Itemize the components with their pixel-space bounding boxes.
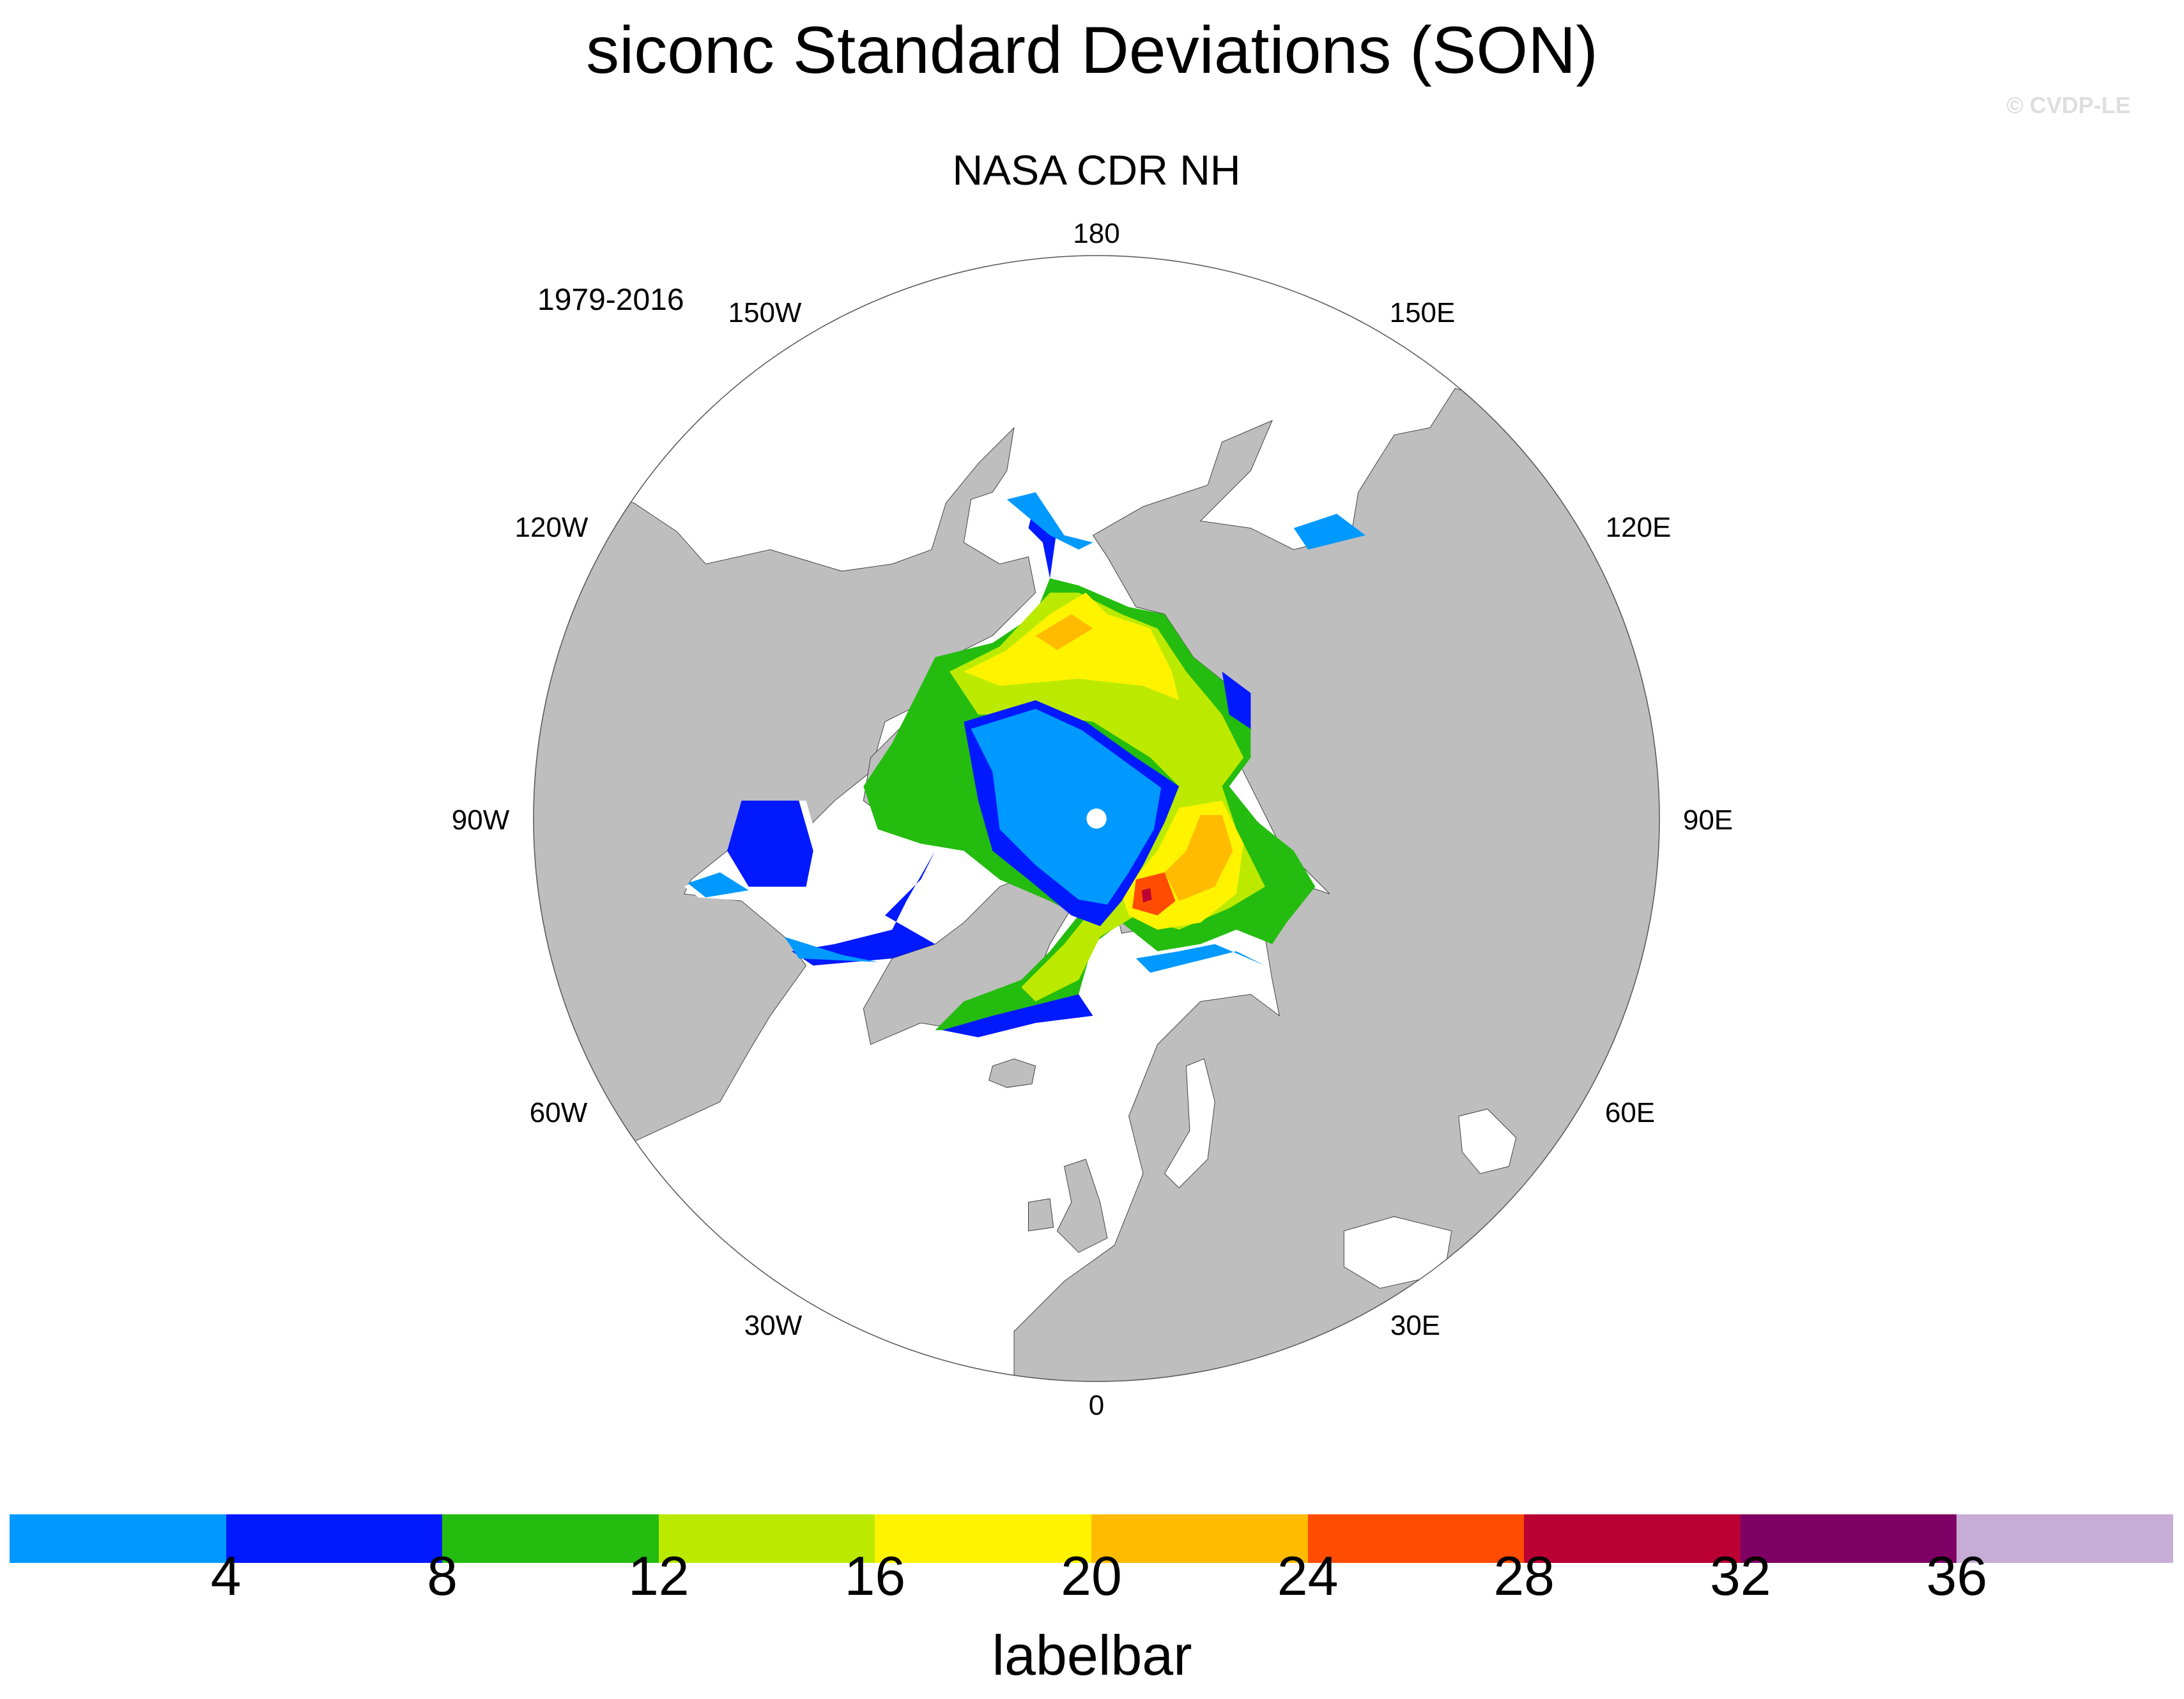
lon-label-150e: 150E xyxy=(1389,297,1456,328)
colorbar-tick-label: 28 xyxy=(1493,1546,1555,1607)
colorbar-box xyxy=(1957,1514,2174,1563)
sea-ice-field xyxy=(688,492,1365,1038)
lon-label-30e: 30E xyxy=(1390,1310,1441,1341)
colorbar-tick-label: 36 xyxy=(1926,1546,1988,1607)
colorbar-tick-label: 4 xyxy=(210,1546,242,1607)
colorbar-box xyxy=(1091,1514,1309,1563)
colorbar-box xyxy=(1524,1514,1741,1563)
lon-label-120e: 120E xyxy=(1605,512,1672,543)
lon-label-120w: 120W xyxy=(514,512,588,543)
land-iceland xyxy=(988,1058,1036,1088)
colorbar-tick-label: 8 xyxy=(427,1546,458,1607)
caspian-sea xyxy=(1458,1109,1517,1174)
credit-watermark: © CVDP-LE xyxy=(2006,92,2131,118)
chart-title: siconc Standard Deviations (SON) xyxy=(586,13,1598,88)
colorbar-tick-label: 24 xyxy=(1277,1546,1339,1607)
ice-level-4-8 xyxy=(727,499,1251,1038)
colorbar-box xyxy=(875,1514,1092,1563)
chart-subtitle: NASA CDR NH xyxy=(952,146,1241,194)
colorbar-box xyxy=(658,1514,875,1563)
pole-hole xyxy=(1086,808,1107,829)
ice-level-24-28 xyxy=(1132,872,1176,916)
colorbar-tick-label: 20 xyxy=(1061,1546,1122,1607)
colorbar-label: labelbar xyxy=(992,1624,1192,1687)
baltic-sea xyxy=(1164,1058,1215,1188)
lon-label-30w: 30W xyxy=(744,1310,803,1341)
colorbar-box xyxy=(1740,1514,1957,1563)
ice-level-28-32 xyxy=(1141,888,1152,903)
ice-level-0-4 xyxy=(688,492,1365,973)
lon-label-60e: 60E xyxy=(1604,1097,1656,1128)
ice-level-16-20 xyxy=(964,592,1244,930)
colorbar-tick-label: 32 xyxy=(1709,1546,1771,1607)
lon-label-150w: 150W xyxy=(728,297,802,328)
colorbar-box xyxy=(10,1514,227,1563)
land-british-isles xyxy=(1028,1158,1108,1253)
ice-level-20-24 xyxy=(1035,614,1233,902)
lon-label-60w: 60W xyxy=(529,1097,588,1128)
lon-label-90w: 90W xyxy=(451,804,510,836)
lon-label-180: 180 xyxy=(1073,218,1120,249)
map-border xyxy=(533,255,1660,1382)
colorbar-tick-label: 16 xyxy=(844,1546,906,1607)
colorbar-box xyxy=(226,1514,443,1563)
lon-label-0: 0 xyxy=(1088,1390,1105,1421)
colorbar-box xyxy=(1307,1514,1525,1563)
colorbar-box xyxy=(442,1514,659,1563)
lon-label-90e: 90E xyxy=(1682,804,1734,836)
period-label: 1979-2016 xyxy=(537,283,684,317)
colorbar-tick-label: 12 xyxy=(627,1546,689,1607)
